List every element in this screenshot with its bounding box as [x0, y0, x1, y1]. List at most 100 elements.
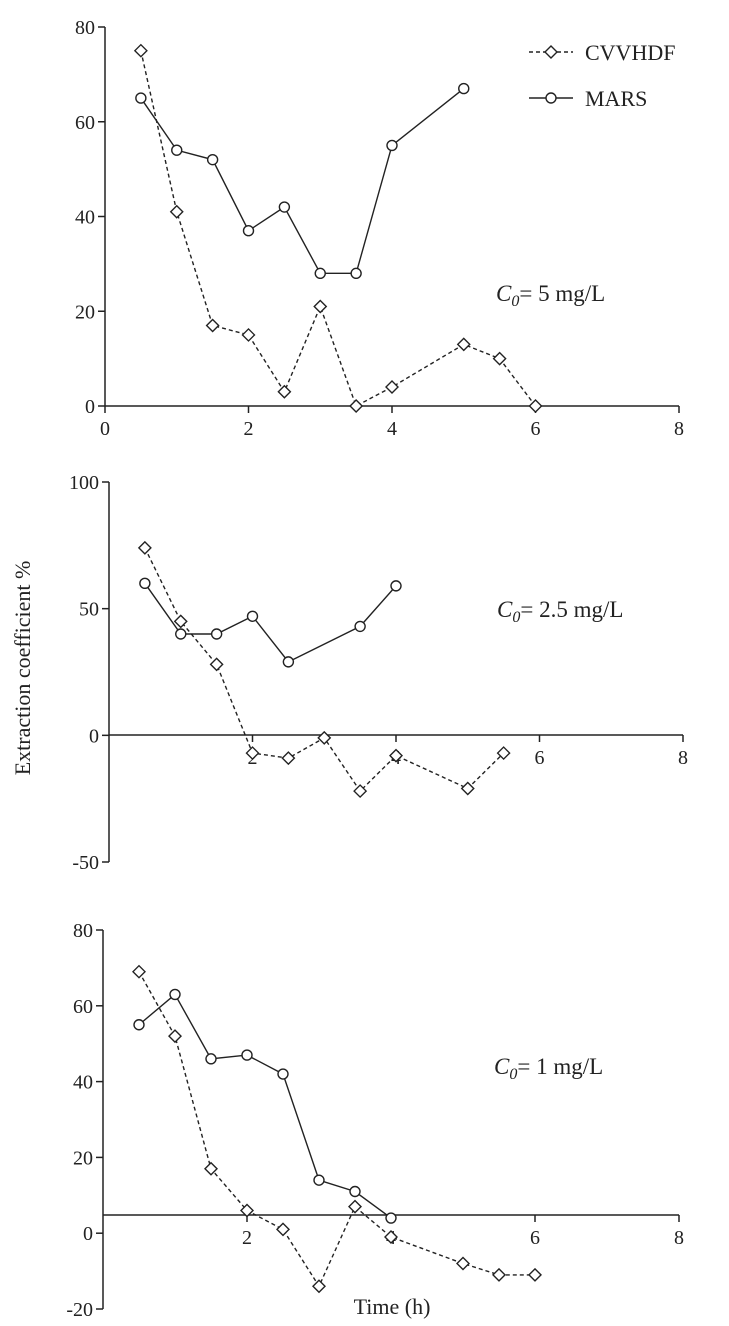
cvvhdf-point [277, 384, 292, 399]
mars-point [175, 628, 187, 640]
cvvhdf-point [133, 43, 148, 58]
mars-point [314, 267, 326, 280]
x-tick-label: 2 [244, 418, 254, 440]
x-tick-label: 6 [530, 1227, 540, 1249]
cvvhdf-point [240, 1203, 254, 1218]
x-tick-label: 4 [387, 418, 397, 440]
cvvhdf-point [496, 746, 511, 761]
legend-marker-cvvhdf [544, 45, 558, 59]
cvvhdf-point [456, 337, 471, 352]
y-tick-label: 20 [73, 1147, 93, 1169]
mars-point [242, 225, 255, 237]
cvvhdf-point [169, 204, 184, 219]
cvvhdf-point [132, 964, 146, 979]
cvvhdf-point [349, 399, 364, 413]
cvvhdf-point [492, 351, 507, 366]
cvvhdf-point [456, 1256, 470, 1271]
mars-point [169, 988, 181, 1001]
cvvhdf-point [384, 1230, 398, 1244]
cvvhdf-point [137, 540, 152, 555]
mars-point [210, 628, 223, 640]
panel-2: -500501002468C0= 2.5 mg/L [69, 472, 688, 874]
mars-point [385, 1212, 397, 1224]
plots-group: 0 20 40 60 80 0 2 4 6 8 C0= 5 mg/L -50 0 50 100 2 4 6 8 C0=… [66, 17, 688, 1321]
mars-point [282, 656, 295, 668]
cvvhdf-point [317, 730, 332, 745]
x-axis-label: Time (h) [354, 1294, 431, 1319]
mars-point [350, 267, 362, 280]
cvvhdf-point [312, 1279, 326, 1294]
legend-label-cvvhdf: CVVHDF [585, 40, 675, 65]
y-tick-label: 80 [75, 17, 95, 39]
mars-point [241, 1049, 253, 1061]
mars-point [135, 92, 147, 104]
mars-point [386, 139, 398, 152]
cvvhdf-series-line [144, 547, 505, 793]
legend: CVVHDF MARS [529, 40, 675, 111]
legend-label-mars: MARS [585, 86, 647, 111]
y-tick-label: 40 [75, 207, 95, 229]
x-tick-label: 2 [242, 1227, 252, 1249]
cvvhdf-point [281, 751, 296, 766]
cvvhdf-point [528, 1267, 542, 1282]
cvvhdf-point [492, 1267, 506, 1282]
mars-point [313, 1174, 325, 1186]
x-tick-label: 0 [100, 418, 110, 440]
y-axis-label: Extraction coefficient % [10, 561, 35, 776]
cvvhdf-point [460, 781, 475, 796]
y-tick-label: 20 [75, 301, 95, 323]
mars-point [390, 580, 402, 592]
cvvhdf-point [385, 380, 399, 395]
y-tick-label: -20 [66, 1299, 93, 1321]
mars-point [133, 1019, 145, 1031]
y-tick-label: 60 [73, 996, 93, 1018]
mars-point [354, 620, 366, 633]
concentration-annotation: C0= 1 mg/L [494, 1054, 603, 1083]
mars-point [205, 1053, 217, 1065]
cvvhdf-point [205, 318, 220, 333]
x-tick-label: 8 [674, 418, 684, 440]
x-tick-label: 8 [674, 1227, 684, 1249]
cvvhdf-series-line [140, 50, 537, 407]
y-tick-label: 100 [69, 472, 99, 494]
mars-series-line [138, 993, 392, 1219]
mars-point [349, 1185, 361, 1198]
mars-point [278, 201, 291, 213]
y-tick-label: -50 [72, 852, 99, 874]
mars-point [246, 610, 259, 622]
legend-marker-mars [545, 92, 557, 104]
mars-point [277, 1068, 289, 1080]
cvvhdf-point [204, 1161, 218, 1176]
y-tick-label: 80 [73, 920, 93, 942]
cvvhdf-point [241, 327, 256, 342]
mars-point [206, 153, 219, 166]
cvvhdf-point [528, 399, 543, 413]
mars-series-line [140, 88, 465, 275]
concentration-annotation: C0= 5 mg/L [496, 281, 605, 310]
cvvhdf-series-line [138, 971, 535, 1288]
mars-point [171, 144, 183, 156]
cvvhdf-point [353, 784, 368, 799]
panel-1: 0 20 40 60 80 0 2 4 6 8 C0= 5 mg/L [75, 17, 684, 440]
cvvhdf-point [276, 1222, 290, 1237]
panel-3: -200204060802468C0= 1 mg/L [66, 920, 684, 1321]
x-tick-label: 8 [678, 747, 688, 769]
cvvhdf-point [348, 1199, 362, 1214]
concentration-annotation: C0= 2.5 mg/L [497, 597, 623, 626]
y-tick-label: 60 [75, 112, 95, 134]
y-tick-label: 0 [85, 396, 95, 418]
cvvhdf-point [209, 657, 224, 672]
y-tick-label: 0 [83, 1223, 93, 1245]
x-tick-label: 6 [535, 747, 545, 769]
mars-point [458, 82, 470, 95]
cvvhdf-point [173, 614, 188, 629]
mars-point [139, 577, 151, 590]
cvvhdf-point [389, 748, 403, 763]
cvvhdf-point [313, 299, 328, 314]
y-tick-label: 50 [79, 599, 99, 621]
y-tick-label: 0 [89, 725, 99, 747]
cvvhdf-point [245, 746, 260, 761]
cvvhdf-point [168, 1029, 182, 1044]
y-tick-label: 40 [73, 1072, 93, 1094]
